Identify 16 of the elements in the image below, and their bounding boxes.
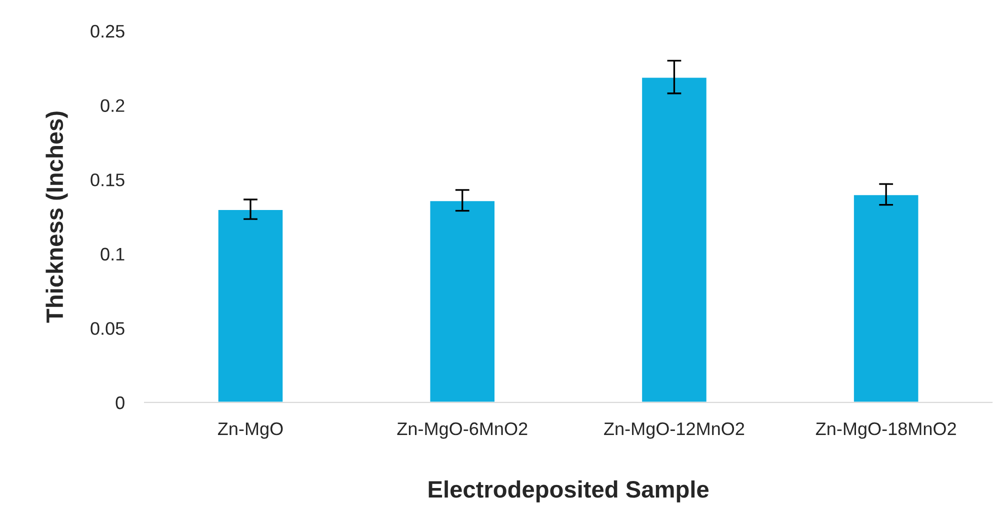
y-tick-label: 0.15	[90, 174, 124, 186]
x-axis-title: Electrodeposited Sample	[428, 480, 709, 502]
bar	[428, 200, 496, 402]
bar	[640, 76, 708, 402]
x-tick-label: Zn-MgO-18MnO2	[816, 422, 956, 439]
x-tick-label: Zn-MgO-12MnO2	[604, 422, 744, 439]
y-tick-label: 0.05	[90, 322, 124, 335]
bar	[216, 208, 284, 402]
y-axis-title: Thickness (Inches)	[46, 112, 68, 323]
y-tick-label: 0	[116, 396, 124, 410]
y-tick-label: 0.1	[100, 248, 124, 261]
x-tick-label: Zn-MgO	[218, 422, 283, 439]
bar	[852, 194, 920, 402]
y-tick-label: 0.2	[100, 99, 124, 112]
y-tick-label: 0.25	[90, 24, 124, 38]
x-tick-label: Zn-MgO-6MnO2	[397, 422, 528, 439]
